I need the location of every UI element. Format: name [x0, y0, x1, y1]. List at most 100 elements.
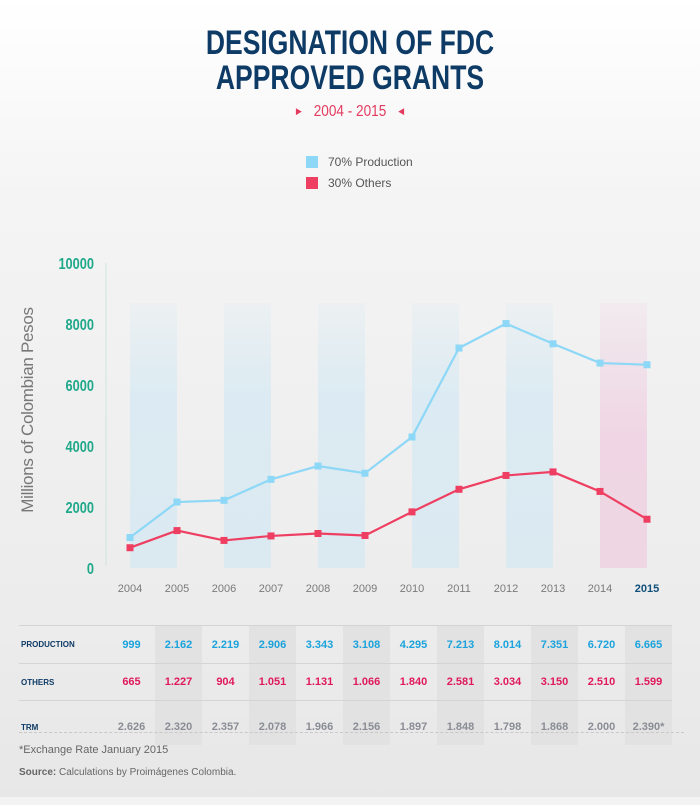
y-tick-label: 4000 — [66, 439, 94, 457]
table-cell-others-2013: 3.150 — [531, 663, 578, 701]
table-cell-production-2008: 3.343 — [305, 638, 334, 651]
data-point-others-2006 — [220, 536, 228, 544]
table-row-others: OTHERS 665 1.227 904 1.051 1.131 1.066 1.840 2.5… — [19, 663, 672, 701]
data-point-production-2012 — [502, 320, 510, 328]
table-cell-trm-2012: 1.798 — [493, 721, 522, 733]
arrow-right-icon: ▶ — [295, 106, 302, 116]
x-tick-label: 2015 — [635, 583, 659, 595]
line-chart: 0 2000 4000 6000 8000 10000 2004 2005 2006 2007 2… — [58, 256, 659, 595]
x-tick-label: 2004 — [118, 583, 142, 595]
series-line-others — [129, 470, 648, 549]
x-tick-label: 2005 — [165, 583, 189, 595]
table-cell-others-2011: 2.581 — [437, 663, 484, 701]
table-cell-production-2012: 8.014 — [493, 638, 522, 651]
data-point-production-2010 — [408, 433, 416, 441]
source-text: Calculations by Proimágenes Colombia. — [56, 767, 237, 778]
data-point-production-2011 — [455, 344, 463, 352]
x-tick-label: 2014 — [588, 583, 612, 595]
data-point-others-2011 — [455, 485, 463, 493]
table-cell-others-2007: 1.051 — [249, 663, 296, 701]
table-cell-production-2015: 6.665 — [625, 625, 672, 664]
divider — [19, 732, 684, 733]
table-cell-others-2006: 904 — [216, 676, 235, 688]
table-row-production: PRODUCTION 999 2.162 2.219 2.906 3.343 3.108 4.… — [19, 625, 672, 664]
legend-swatch-production — [306, 155, 318, 168]
series-line-production — [129, 322, 648, 539]
data-point-others-2015 — [643, 515, 651, 523]
data-point-production-2009 — [361, 469, 369, 477]
exchange-rate-note: *Exchange Rate January 2015 — [19, 744, 169, 756]
table-cell-trm-2015: 2.390* — [625, 700, 672, 745]
table-cell-others-2015: 1.599 — [625, 663, 672, 701]
data-point-others-2007 — [267, 532, 275, 540]
data-point-others-2010 — [408, 508, 416, 516]
table-cell-production-2013: 7.351 — [531, 625, 578, 664]
x-tick-label: 2008 — [306, 583, 330, 595]
title-line-1: DESIGNATION OF FDC — [205, 24, 495, 62]
band-2004-2005 — [130, 303, 177, 568]
table-cell-production-2009: 3.108 — [343, 625, 390, 664]
x-tick-label: 2006 — [212, 583, 236, 595]
source-note: Source: Calculations by Proimágenes Colo… — [19, 767, 236, 778]
table-cell-trm-2013: 1.868 — [531, 700, 578, 745]
data-point-production-2005 — [173, 498, 181, 506]
y-tick-label: 6000 — [66, 378, 94, 396]
table-cell-others-2008: 1.131 — [305, 676, 334, 688]
legend: 70% Production 30% Others — [306, 151, 413, 193]
table-cell-trm-2011: 1.848 — [437, 700, 484, 745]
table-cell-production-2006: 2.219 — [211, 638, 240, 651]
row-label: OTHERS — [21, 677, 55, 687]
x-tick-label: 2011 — [447, 583, 471, 595]
chart-title: DESIGNATION OF FDC APPROVED GRANTS — [77, 26, 623, 96]
y-tick-label: 8000 — [66, 317, 94, 335]
table-cell-production-2010: 4.295 — [399, 638, 428, 651]
x-tick-label: 2007 — [259, 583, 283, 595]
table-cell-trm-2007: 2.078 — [249, 700, 296, 745]
table-cell-trm-2008: 1.966 — [305, 721, 334, 733]
source-label: Source: — [19, 767, 57, 778]
band-2008-2009 — [318, 303, 365, 568]
data-table: PRODUCTION 999 2.162 2.219 2.906 3.343 3.108 4.… — [19, 625, 672, 745]
band-2014-2015 — [600, 303, 647, 568]
table-cell-others-2005: 1.227 — [155, 663, 202, 701]
data-point-production-2007 — [267, 475, 275, 483]
table-cell-trm-2009: 2.156 — [343, 700, 390, 745]
table-cell-trm-2004: 2.626 — [117, 721, 146, 733]
y-tick-label: 10000 — [58, 256, 94, 274]
legend-label-production: 70% Production — [328, 154, 413, 169]
data-point-others-2013 — [549, 468, 557, 476]
subtitle: ▶ 2004 - 2015 ◀ — [53, 103, 648, 121]
x-tick-label: 2009 — [353, 583, 377, 595]
table-cell-production-2011: 7.213 — [437, 625, 484, 664]
table-cell-others-2010: 1.840 — [399, 676, 428, 688]
table-row-trm: TRM 2.626 2.320 2.357 2.078 1.966 2.156 1.897 1.… — [19, 700, 672, 745]
band-2012-2013 — [506, 303, 553, 568]
table-cell-production-2007: 2.906 — [249, 625, 296, 664]
data-point-production-2015 — [643, 361, 651, 369]
x-tick-label: 2012 — [494, 583, 518, 595]
table-cell-others-2012: 3.034 — [493, 676, 522, 688]
table-cell-others-2014: 2.510 — [587, 676, 616, 688]
legend-item-production: 70% Production — [306, 151, 413, 172]
data-point-others-2012 — [502, 471, 510, 479]
data-point-production-2014 — [596, 359, 604, 367]
y-tick-label: 0 — [87, 561, 94, 579]
x-tick-label: 2013 — [541, 583, 565, 595]
band-2006-2007 — [224, 303, 271, 568]
row-label: PRODUCTION — [21, 640, 75, 649]
data-point-others-2005 — [173, 527, 181, 535]
table-cell-trm-2014: 2.000 — [587, 721, 616, 733]
table-cell-trm-2006: 2.357 — [211, 721, 240, 733]
legend-item-others: 30% Others — [306, 172, 413, 193]
table-cell-production-2005: 2.162 — [155, 625, 202, 664]
table-cell-others-2004: 665 — [122, 676, 141, 688]
data-point-others-2004 — [126, 544, 134, 552]
data-point-production-2008 — [314, 462, 322, 470]
table-cell-trm-2010: 1.897 — [399, 721, 428, 733]
table-cell-production-2004: 999 — [122, 638, 141, 651]
data-point-others-2008 — [314, 530, 322, 538]
data-point-others-2009 — [361, 531, 369, 539]
data-point-production-2013 — [549, 340, 557, 348]
x-tick-label: 2010 — [400, 583, 424, 595]
title-line-2: APPROVED GRANTS — [215, 59, 485, 97]
